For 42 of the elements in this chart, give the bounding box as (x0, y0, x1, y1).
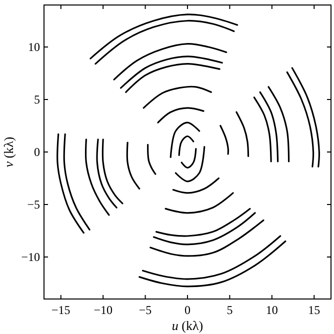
x-tick-label: 10 (266, 303, 278, 317)
line-series (126, 142, 140, 190)
line-series (155, 208, 251, 237)
x-tick-label: 15 (308, 303, 320, 317)
line-series (172, 177, 220, 194)
line-series (96, 138, 118, 208)
line-series (142, 86, 212, 109)
line-series (157, 107, 204, 124)
x-tick-label: 5 (226, 303, 233, 317)
x-tick-label: −15 (51, 303, 70, 317)
line-series (125, 63, 220, 93)
line-series (286, 71, 314, 168)
line-series (236, 111, 250, 157)
line-series (90, 14, 238, 60)
y-tick-label: −10 (21, 250, 40, 264)
line-series (94, 20, 235, 65)
y-tick-label: −5 (27, 198, 40, 212)
line-series (164, 192, 234, 214)
line-series (138, 240, 286, 288)
line-series (63, 133, 90, 230)
x-axis-title: u (kλ) (172, 318, 204, 333)
line-series (102, 138, 124, 204)
x-tick-label: −10 (94, 303, 112, 317)
line-series (113, 43, 228, 80)
line-series (152, 212, 256, 246)
line-series (56, 133, 84, 234)
line-series (291, 67, 320, 168)
line-series (259, 91, 279, 162)
line-series (85, 138, 110, 216)
line-series (150, 219, 264, 257)
line-series (120, 56, 223, 89)
line-series (253, 96, 272, 162)
line-series (268, 86, 290, 162)
y-axis-title: v (kλ) (1, 136, 16, 168)
x-tick-label: −5 (138, 303, 152, 317)
line-series (220, 124, 229, 155)
y-tick-label: 10 (28, 40, 40, 54)
y-tick-label: 5 (34, 92, 40, 106)
y-tick-label: 0 (34, 145, 40, 159)
line-series (147, 144, 156, 175)
x-tick-label: 0 (184, 303, 190, 317)
line-series (142, 235, 282, 280)
